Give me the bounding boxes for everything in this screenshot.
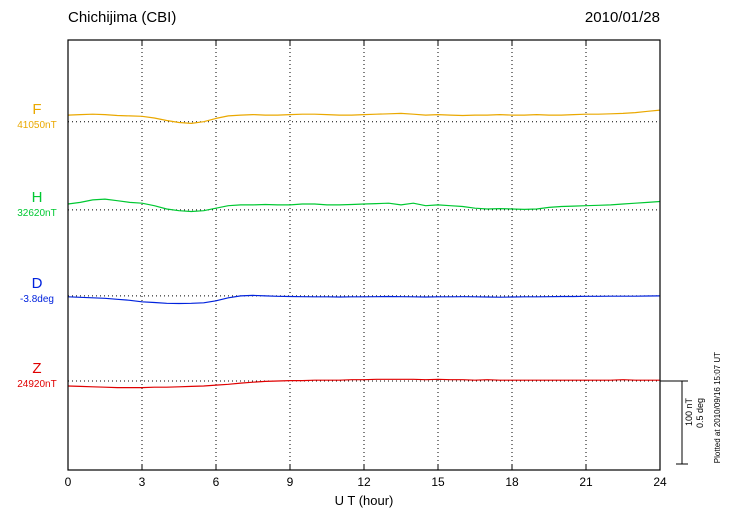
series-letter-H: H [31,188,43,206]
series-baseline-value-F: 41050nT [17,119,57,131]
x-tick-label: 21 [579,475,593,489]
series-letter-Z: Z [32,359,42,377]
x-tick-label: 0 [65,475,72,489]
series-letter-F: F [32,100,42,118]
series-label-Z: Z 24920nT [8,359,66,390]
x-tick-label: 9 [287,475,294,489]
x-tick-label: 6 [213,475,220,489]
station-title: Chichijima (CBI) [68,9,177,26]
plot-date: 2010/01/28 [584,9,660,26]
trace-D [67,294,661,305]
series-baseline-value-H: 32620nT [17,207,57,219]
plot-border [67,39,661,471]
x-tick-label: 15 [431,475,445,489]
x-tick-label: 24 [653,475,667,489]
scale-label-nt: 100 nT [684,398,694,427]
series-baseline-value-Z: 24920nT [17,378,57,390]
trace-H [67,198,661,213]
plotted-at-note: Plotted at 2010/09/16 15:07 UT [713,352,722,464]
series-letter-D: D [31,274,43,292]
series-label-H: H 32620nT [8,188,66,219]
trace-Z [67,378,660,389]
scale-label-deg: 0.5 deg [695,398,705,429]
x-axis-title: U T (hour) [334,493,394,508]
series-label-F: F 41050nT [8,100,66,131]
x-tick-label: 3 [139,475,146,489]
x-tick-label: 18 [505,475,519,489]
x-tick-label: 12 [357,475,371,489]
series-label-D: D -3.8deg [8,274,66,305]
series-baseline-value-D: -3.8deg [20,293,54,305]
trace-F [67,109,661,125]
